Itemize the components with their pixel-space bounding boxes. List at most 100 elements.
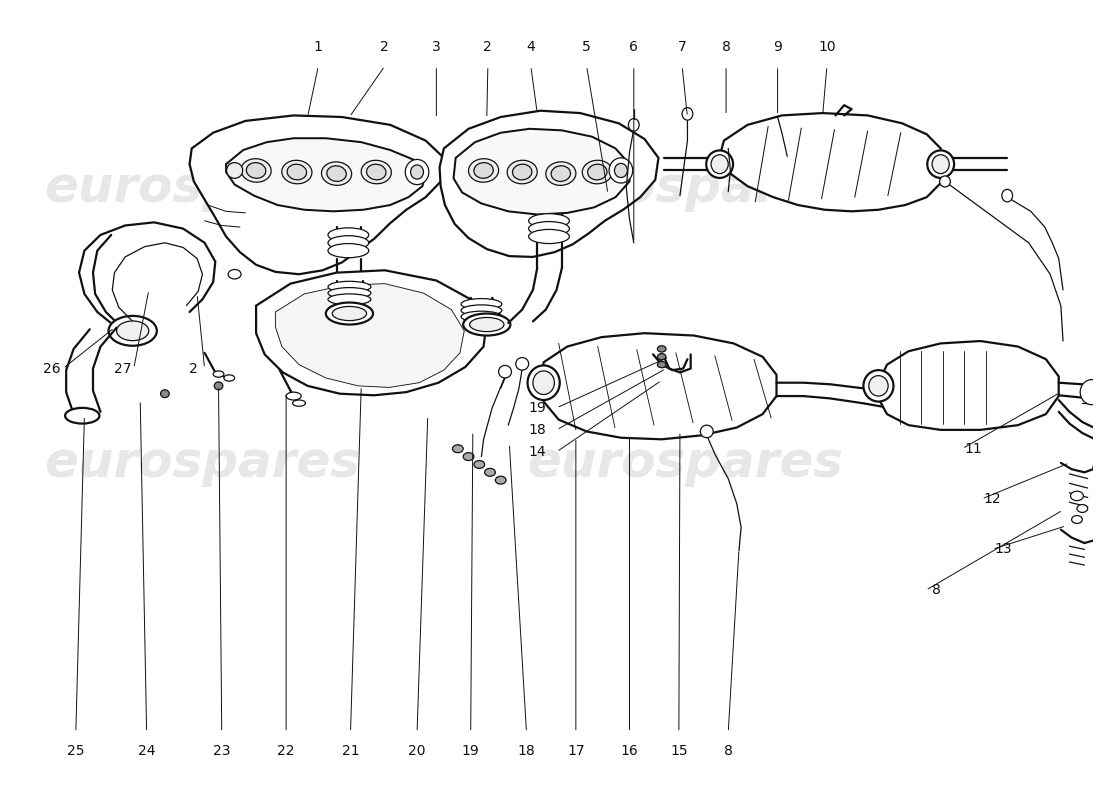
Ellipse shape [117,321,148,341]
Ellipse shape [161,390,169,398]
Ellipse shape [452,445,463,453]
Text: 8: 8 [932,583,940,598]
Ellipse shape [529,230,570,243]
Ellipse shape [551,166,571,182]
Text: 4: 4 [527,40,536,54]
Text: 2: 2 [484,40,492,54]
Ellipse shape [327,166,346,182]
Ellipse shape [495,476,506,484]
Ellipse shape [286,392,301,400]
Text: 2: 2 [189,362,198,375]
Text: 13: 13 [994,542,1012,556]
Ellipse shape [461,311,502,322]
Text: 2: 2 [381,40,389,54]
Ellipse shape [932,154,949,174]
Ellipse shape [587,164,607,180]
Ellipse shape [485,468,495,476]
Text: eurospares: eurospares [44,439,361,487]
Text: 8: 8 [724,744,733,758]
Ellipse shape [658,346,666,352]
Ellipse shape [461,305,502,316]
Ellipse shape [332,306,366,321]
Ellipse shape [321,162,352,186]
Polygon shape [879,341,1058,430]
Text: 8: 8 [722,40,730,54]
Ellipse shape [658,354,666,360]
Text: 19: 19 [528,401,546,415]
Text: 20: 20 [408,744,426,758]
Text: 7: 7 [678,40,686,54]
Ellipse shape [609,158,632,183]
Ellipse shape [410,165,424,179]
Text: 21: 21 [342,744,360,758]
Ellipse shape [328,287,371,298]
Ellipse shape [528,366,560,400]
Ellipse shape [615,163,627,178]
Ellipse shape [213,371,224,378]
Ellipse shape [682,107,693,120]
Polygon shape [275,284,464,387]
Text: 6: 6 [629,40,638,54]
Ellipse shape [328,228,369,242]
Text: 5: 5 [582,40,591,54]
Ellipse shape [474,162,493,178]
Ellipse shape [711,154,728,174]
Ellipse shape [463,314,510,335]
Ellipse shape [461,298,502,310]
Ellipse shape [328,294,371,305]
Text: 23: 23 [213,744,231,758]
Ellipse shape [287,164,307,180]
Text: 12: 12 [983,492,1001,506]
Ellipse shape [582,160,613,184]
Ellipse shape [1080,379,1100,405]
Polygon shape [256,270,487,395]
Ellipse shape [293,400,306,406]
Ellipse shape [405,159,429,185]
Text: 18: 18 [528,423,546,437]
Text: 24: 24 [138,744,155,758]
Ellipse shape [507,160,537,184]
Ellipse shape [469,158,498,182]
Text: eurospares: eurospares [527,164,844,212]
Text: 1: 1 [314,40,322,54]
Ellipse shape [328,236,369,250]
Polygon shape [719,113,945,211]
Ellipse shape [529,214,570,228]
Ellipse shape [65,408,99,423]
Ellipse shape [241,158,272,182]
Ellipse shape [513,164,532,180]
Ellipse shape [328,243,369,258]
Polygon shape [440,110,659,257]
Ellipse shape [328,282,371,292]
Ellipse shape [546,162,576,186]
Ellipse shape [109,316,157,346]
Text: 25: 25 [67,744,85,758]
Text: 10: 10 [818,40,836,54]
Ellipse shape [869,376,888,396]
Ellipse shape [228,270,241,279]
Ellipse shape [246,162,266,178]
Ellipse shape [864,370,893,402]
Ellipse shape [1077,505,1088,513]
Ellipse shape [1002,190,1013,202]
Ellipse shape [470,318,504,332]
Text: 18: 18 [518,744,536,758]
Text: 17: 17 [566,744,585,758]
Text: 11: 11 [964,442,982,456]
Text: 27: 27 [114,362,132,375]
Ellipse shape [516,358,529,370]
Ellipse shape [1071,515,1082,523]
Ellipse shape [282,160,312,184]
Ellipse shape [927,150,954,178]
Ellipse shape [227,162,243,178]
Ellipse shape [366,164,386,180]
Text: 16: 16 [620,744,638,758]
Polygon shape [226,138,426,211]
Text: 19: 19 [462,744,480,758]
Ellipse shape [474,461,485,468]
Text: 14: 14 [528,445,546,459]
Polygon shape [453,129,629,214]
Ellipse shape [706,150,733,178]
Polygon shape [540,333,777,439]
Ellipse shape [224,375,234,381]
